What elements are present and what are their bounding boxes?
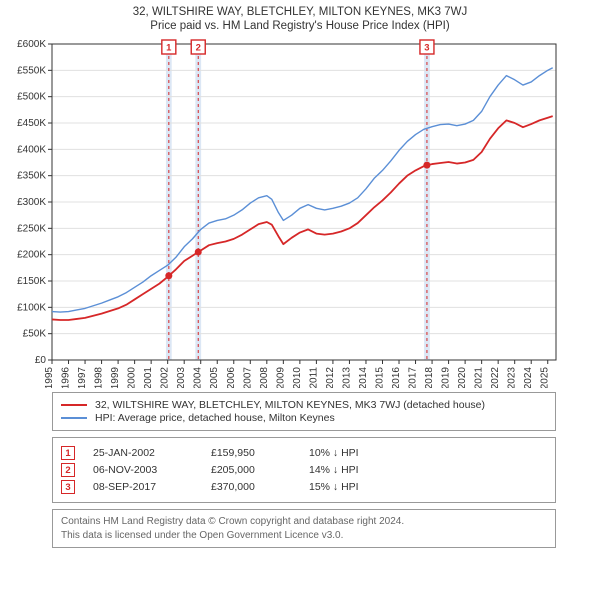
svg-text:2012: 2012 — [325, 367, 336, 388]
svg-text:£100K: £100K — [17, 302, 46, 313]
svg-text:2: 2 — [196, 43, 201, 54]
transaction-badge: 1 — [61, 446, 75, 460]
svg-text:2025: 2025 — [540, 367, 551, 388]
attribution-line1: Contains HM Land Registry data © Crown c… — [61, 515, 547, 529]
transaction-diff: 15% ↓ HPI — [309, 481, 389, 493]
svg-text:£250K: £250K — [17, 223, 46, 234]
svg-text:3: 3 — [424, 43, 429, 54]
svg-text:2002: 2002 — [160, 367, 171, 388]
svg-text:2022: 2022 — [490, 367, 501, 388]
transactions: 1 25-JAN-2002 £159,950 10% ↓ HPI 2 06-NOV-200… — [52, 437, 556, 503]
svg-text:2009: 2009 — [275, 367, 286, 388]
transaction-price: £159,950 — [211, 447, 291, 459]
svg-text:2004: 2004 — [193, 367, 204, 388]
svg-text:2001: 2001 — [143, 367, 154, 388]
svg-text:1999: 1999 — [110, 367, 121, 388]
svg-text:2006: 2006 — [226, 367, 237, 388]
svg-text:£50K: £50K — [23, 329, 47, 340]
svg-text:2015: 2015 — [374, 367, 385, 388]
svg-text:2024: 2024 — [523, 367, 534, 388]
svg-text:2020: 2020 — [457, 367, 468, 388]
attribution: Contains HM Land Registry data © Crown c… — [52, 509, 556, 548]
svg-text:£150K: £150K — [17, 276, 46, 287]
svg-text:2016: 2016 — [391, 367, 402, 388]
svg-text:£300K: £300K — [17, 197, 46, 208]
svg-text:2005: 2005 — [209, 367, 220, 388]
svg-text:£500K: £500K — [17, 92, 46, 103]
svg-text:2008: 2008 — [259, 367, 270, 388]
chart-title-line2: Price paid vs. HM Land Registry's House … — [8, 20, 592, 32]
transaction-date: 06-NOV-2003 — [93, 464, 193, 476]
transaction-badge: 3 — [61, 480, 75, 494]
transaction-row: 3 08-SEP-2017 £370,000 15% ↓ HPI — [61, 480, 547, 494]
svg-text:£400K: £400K — [17, 144, 46, 155]
svg-text:2011: 2011 — [308, 367, 319, 388]
svg-text:2007: 2007 — [242, 367, 253, 388]
attribution-line2: This data is licensed under the Open Gov… — [61, 529, 547, 543]
legend: 32, WILTSHIRE WAY, BLETCHLEY, MILTON KEY… — [52, 392, 556, 431]
transaction-price: £370,000 — [211, 481, 291, 493]
svg-text:2003: 2003 — [176, 367, 187, 388]
transaction-diff: 10% ↓ HPI — [309, 447, 389, 459]
svg-text:1996: 1996 — [61, 367, 72, 388]
svg-text:1995: 1995 — [44, 367, 55, 388]
svg-text:1: 1 — [166, 43, 172, 54]
legend-swatch-hpi — [61, 417, 87, 419]
transaction-price: £205,000 — [211, 464, 291, 476]
svg-text:£200K: £200K — [17, 250, 46, 261]
transaction-row: 1 25-JAN-2002 £159,950 10% ↓ HPI — [61, 446, 547, 460]
svg-text:2018: 2018 — [424, 367, 435, 388]
svg-text:£600K: £600K — [17, 39, 46, 50]
legend-swatch-property — [61, 404, 87, 406]
svg-text:2000: 2000 — [127, 367, 138, 388]
svg-text:£350K: £350K — [17, 171, 46, 182]
transaction-date: 08-SEP-2017 — [93, 481, 193, 493]
transaction-diff: 14% ↓ HPI — [309, 464, 389, 476]
svg-text:1997: 1997 — [77, 367, 88, 388]
svg-text:2014: 2014 — [358, 367, 369, 388]
svg-text:2019: 2019 — [441, 367, 452, 388]
svg-text:£450K: £450K — [17, 118, 46, 129]
legend-row-property: 32, WILTSHIRE WAY, BLETCHLEY, MILTON KEY… — [61, 399, 547, 411]
legend-label-property: 32, WILTSHIRE WAY, BLETCHLEY, MILTON KEY… — [95, 399, 485, 411]
svg-text:£550K: £550K — [17, 65, 46, 76]
svg-text:2010: 2010 — [292, 367, 303, 388]
price-chart: £0 £50K £100K £150K £200K £250K £300K £350K £400… — [0, 38, 600, 388]
svg-text:2021: 2021 — [474, 367, 485, 388]
chart-title-line1: 32, WILTSHIRE WAY, BLETCHLEY, MILTON KEY… — [8, 6, 592, 18]
svg-text:2023: 2023 — [507, 367, 518, 388]
transaction-row: 2 06-NOV-2003 £205,000 14% ↓ HPI — [61, 463, 547, 477]
svg-text:1998: 1998 — [94, 367, 105, 388]
svg-text:£0: £0 — [35, 355, 47, 366]
transaction-badge: 2 — [61, 463, 75, 477]
transaction-date: 25-JAN-2002 — [93, 447, 193, 459]
svg-text:2013: 2013 — [341, 367, 352, 388]
svg-text:2017: 2017 — [408, 367, 419, 388]
legend-row-hpi: HPI: Average price, detached house, Milt… — [61, 412, 547, 424]
legend-label-hpi: HPI: Average price, detached house, Milt… — [95, 412, 335, 424]
